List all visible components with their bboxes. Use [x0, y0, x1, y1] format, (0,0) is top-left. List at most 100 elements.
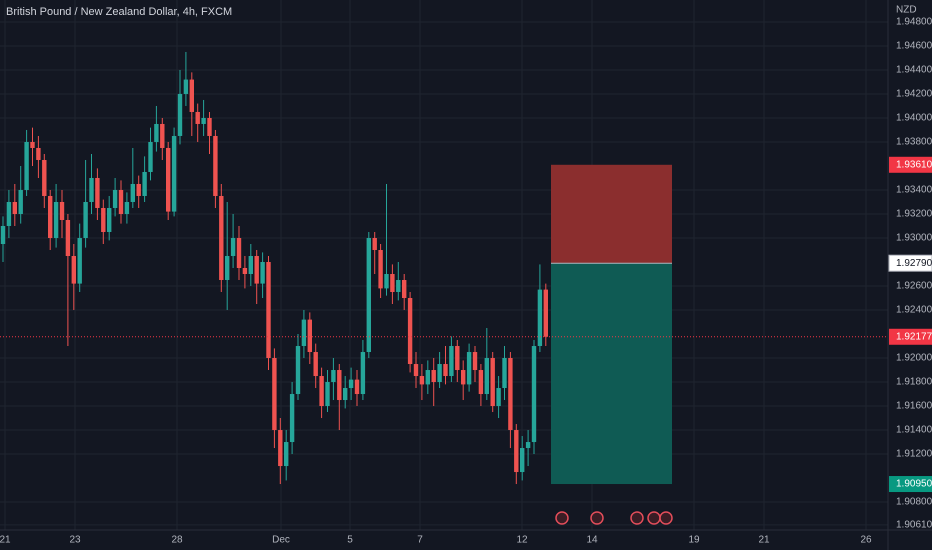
candle-body [289, 394, 295, 443]
y-tick-label: 1.93800 [896, 137, 932, 148]
event-icon[interactable] [555, 511, 569, 525]
candle-body [531, 346, 537, 443]
candle-body [118, 189, 124, 214]
y-tick-label: 1.93400 [896, 185, 932, 196]
candle-body [466, 352, 472, 385]
candle-body [301, 319, 307, 347]
candle-body [254, 255, 259, 284]
candle-body [225, 255, 230, 281]
candle-body [36, 147, 41, 160]
candle-body [183, 79, 189, 94]
candle-body [171, 135, 177, 212]
y-tick-label: 1.91400 [896, 425, 932, 436]
grid [0, 0, 888, 530]
x-tick-label: 23 [69, 535, 81, 546]
candle-body [525, 442, 531, 449]
x-tick-label: 28 [171, 535, 183, 546]
y-tick-label: 1.93000 [896, 233, 932, 244]
candle-body [484, 358, 489, 395]
candle-body [83, 201, 88, 238]
candle-body [402, 280, 407, 299]
candle-body [42, 159, 47, 196]
candle-body [461, 370, 466, 385]
candle-body [48, 195, 53, 238]
candle-body [343, 388, 348, 401]
plot [0, 51, 888, 485]
y-tick-label: 1.93200 [896, 209, 932, 220]
candle-body [325, 382, 330, 407]
candle-body [449, 346, 454, 377]
y-tick-label: 1.90800 [896, 497, 932, 508]
candle-body [520, 448, 525, 473]
candle-body [260, 261, 265, 284]
y-tick-label: 1.91600 [896, 401, 932, 412]
price-label: 1.92790 [896, 258, 932, 269]
candle-body [266, 261, 271, 359]
candle-body [213, 135, 218, 196]
candle-body [472, 352, 478, 371]
target-zone [551, 263, 672, 485]
candle-body [425, 370, 430, 385]
y-tick-label: 1.92600 [896, 281, 932, 292]
event-icon[interactable] [590, 511, 604, 525]
y-tick-label: 1.92000 [896, 353, 932, 364]
candle-body [177, 93, 183, 136]
candle-body [112, 189, 118, 208]
event-icon[interactable] [659, 511, 673, 525]
y-tick-label: 1.94800 [896, 17, 932, 28]
candle-body [354, 379, 360, 395]
candle-body [230, 237, 236, 256]
candle-body [496, 388, 501, 407]
y-tick-label: 1.91800 [896, 377, 932, 388]
x-tick-label: 21 [758, 535, 770, 546]
candle-body [242, 268, 248, 275]
candle-body [396, 280, 401, 293]
candle-body [219, 195, 224, 281]
candle-body [284, 442, 289, 467]
y-tick-label: 1.91200 [896, 449, 932, 460]
candle-body [543, 289, 548, 337]
candle-body [160, 123, 165, 148]
y-tick-label: 1.94400 [896, 65, 932, 76]
candle-body [490, 358, 495, 407]
candle-body [372, 237, 377, 250]
candle-body [0, 225, 6, 244]
candle-body [278, 430, 283, 467]
candle-body [201, 117, 206, 124]
x-tick-label: Dec [272, 535, 290, 546]
candle-body [295, 346, 301, 395]
candle-body [378, 249, 383, 289]
candle-body [77, 237, 82, 284]
x-tick-label: 19 [688, 535, 700, 546]
y-tick-label: 1.94600 [896, 41, 932, 52]
candle-body [319, 376, 324, 407]
event-icon[interactable] [630, 511, 644, 525]
candle-body [390, 274, 395, 293]
axis-unit: NZD [896, 5, 917, 16]
candle-body [65, 219, 71, 256]
event-icon[interactable] [647, 511, 661, 525]
candle-body [154, 123, 159, 142]
stop-zone [551, 164, 672, 264]
x-tick-label: 7 [417, 535, 423, 546]
candle-body [307, 319, 312, 353]
candle-body [313, 352, 318, 377]
price-axis: 1.94800 1.94600 1.94400 1.94200 1.94000 1.938… [888, 17, 932, 530]
candle-body [514, 430, 519, 473]
candle-body [148, 141, 153, 172]
candle-body [337, 370, 342, 401]
x-tick-label: 26 [860, 535, 872, 546]
price-label-bg [889, 328, 932, 345]
candle-body [366, 237, 371, 353]
x-tick-label: 12 [516, 535, 528, 546]
candle-body [195, 111, 200, 124]
candle-body [30, 141, 35, 148]
candle-body [431, 370, 436, 383]
price-label: 1.93610 [896, 159, 932, 170]
y-tick-label: 1.94200 [896, 89, 932, 100]
candle-body [478, 370, 484, 395]
price-label: 1.92177 [896, 331, 932, 342]
candle-body [95, 177, 100, 208]
